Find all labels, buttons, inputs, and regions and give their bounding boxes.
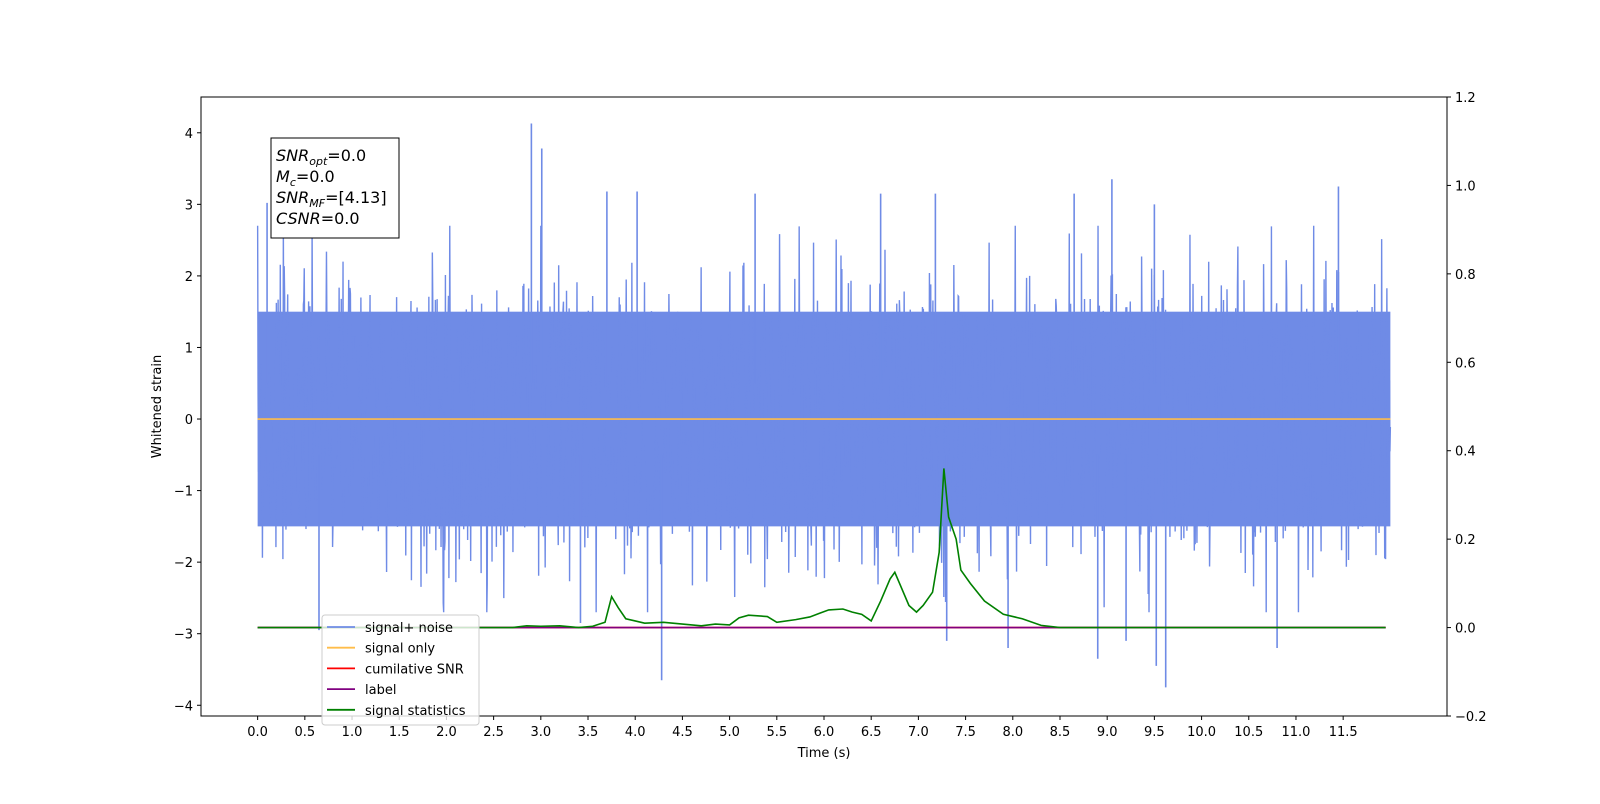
x-tick-label: 5.5 [766,725,787,740]
series-signal-statistics-line [257,468,1386,629]
x-tick-label: 10.0 [1187,725,1216,740]
x-tick-label: 3.0 [530,725,551,740]
x-axis-label: Time (s) [797,746,851,761]
y-right-tick-label: 0.8 [1455,268,1476,283]
y-right-tick-label: 1.0 [1455,179,1476,194]
x-tick-label: 1.0 [342,725,363,740]
legend-label: signal statistics [365,704,466,719]
y-right-tick-label: 0.6 [1455,356,1476,371]
legend: signal+ noise signal only cumilative SNR la… [321,614,480,726]
x-tick-label: 9.5 [1144,725,1165,740]
x-tick-label: 8.5 [1050,725,1071,740]
x-tick-label: 5.0 [719,725,740,740]
annotation-line: CSNR=0.0 [276,209,360,228]
annotation-line: Mc=0.0 [276,167,335,189]
y-left-tick-label: −2 [174,556,193,571]
x-tick-label: 0.0 [247,725,268,740]
series-signal-noise-line [256,225,1392,613]
y-right-tick-label: 0.0 [1455,622,1476,637]
y-left-tick-label: 0 [185,413,193,428]
y-axis-label: Whitened strain [150,355,165,458]
y-right-tick-label: 0.2 [1455,533,1476,548]
legend-label: cumilative SNR [365,662,464,677]
y-left-tick-label: 2 [185,270,193,285]
y-left-tick-label: 1 [185,341,193,356]
axes: 0.0 0.5 1.0 1.5 2.0 2.5 3.0 3.5 4.0 4.5 5.0 5.5 6.0 6… [150,91,1487,761]
x-tick-label: 9.0 [1097,725,1118,740]
x-tick-label: 10.5 [1234,725,1263,740]
x-tick-label: 11.0 [1281,725,1310,740]
y-left-tick-label: 3 [185,198,193,213]
legend-frame [321,614,480,726]
x-tick-label: 0.5 [294,725,315,740]
legend-label: label [365,683,396,698]
x-tick-label: 4.5 [672,725,693,740]
y-left-tick-label: −4 [174,699,193,714]
y-right-tick-label: 0.4 [1455,445,1476,460]
plot-area [256,123,1392,688]
x-tick-label: 4.0 [625,725,646,740]
x-tick-label: 7.5 [955,725,976,740]
x-tick-label: 6.5 [861,725,882,740]
x-tick-label: 11.5 [1329,725,1358,740]
x-tick-label: 3.5 [578,725,599,740]
x-tick-label: 1.5 [389,725,410,740]
legend-label: signal only [365,642,435,657]
x-tick-label: 6.0 [814,725,835,740]
x-tick-label: 2.5 [483,725,504,740]
y-right-tick-label: −0.2 [1455,710,1487,725]
legend-label: signal+ noise [365,621,453,636]
annotation-line: SNRMF=[4.13] [276,188,387,210]
annotation-line: SNRopt=0.0 [276,146,366,168]
x-tick-label: 7.0 [908,725,929,740]
y-right-tick-label: 1.2 [1455,91,1476,106]
y-left-tick-label: 4 [185,127,193,142]
y-left-tick-label: −1 [174,485,193,500]
x-tick-label: 2.0 [436,725,457,740]
y-left-tick-label: −3 [174,628,193,643]
annotation-box-frame [270,137,400,239]
x-tick-label: 8.0 [1002,725,1023,740]
